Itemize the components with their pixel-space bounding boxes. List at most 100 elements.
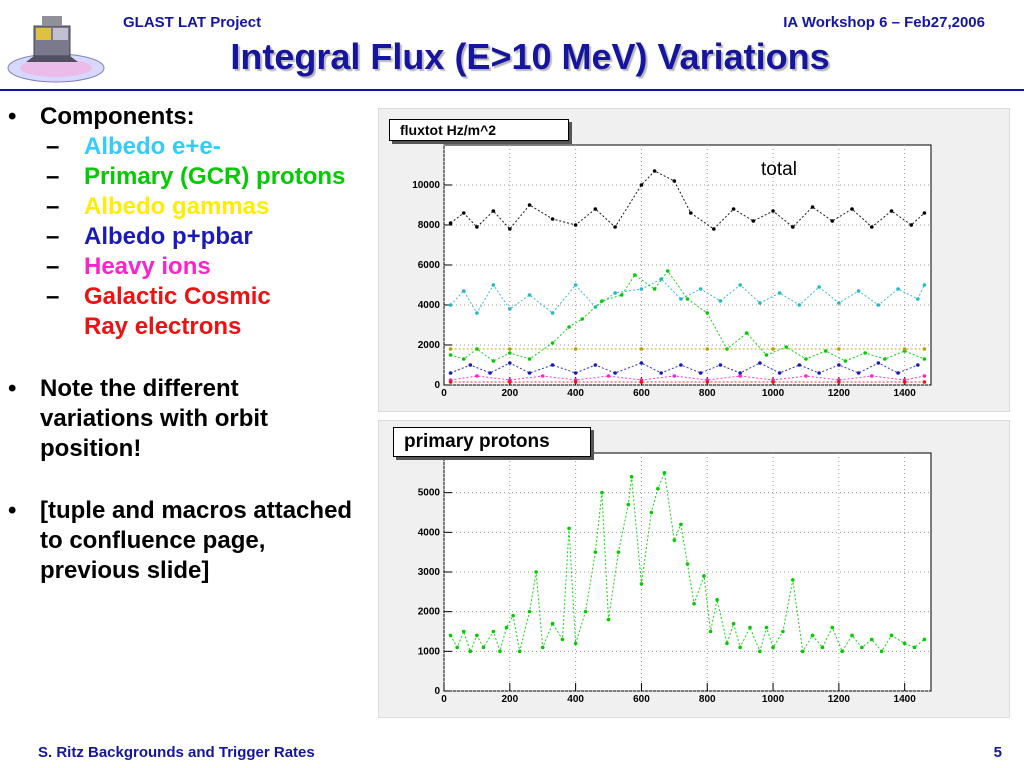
data-point	[889, 209, 894, 213]
data-point	[508, 307, 512, 311]
bullet-dot-icon: •	[8, 103, 17, 130]
data-point	[600, 490, 604, 495]
data-point	[912, 645, 917, 650]
data-point	[922, 283, 927, 287]
data-point	[679, 522, 683, 527]
data-point	[804, 374, 808, 378]
x-tick-label: 400	[567, 388, 584, 399]
data-point	[475, 347, 479, 351]
data-point	[448, 633, 453, 638]
data-point	[629, 475, 634, 479]
data-point	[896, 287, 900, 291]
data-point	[748, 625, 752, 630]
dash-icon: –	[46, 133, 60, 160]
data-point	[758, 649, 762, 654]
component-item: – Albedo gammas	[40, 192, 360, 222]
data-point	[784, 345, 789, 349]
data-point	[869, 374, 874, 378]
dash-icon: –	[46, 193, 60, 220]
data-point	[550, 217, 555, 221]
x-tick-label: 1400	[894, 388, 917, 399]
data-point	[639, 183, 644, 187]
data-point	[738, 645, 742, 650]
data-point	[771, 645, 775, 650]
data-point	[718, 363, 723, 367]
data-point	[613, 291, 617, 295]
data-point	[573, 223, 578, 227]
data-point	[527, 293, 532, 297]
data-point	[679, 363, 683, 367]
data-point	[817, 371, 821, 375]
data-point	[705, 380, 710, 384]
bullet-tuple: • [tuple and macros attached to confluen…	[0, 496, 360, 586]
y-tick-label: 4000	[418, 300, 441, 311]
data-point	[738, 371, 742, 375]
data-point	[606, 374, 611, 378]
dash-icon: –	[46, 163, 60, 190]
data-point	[909, 223, 914, 227]
x-tick-label: 1000	[762, 388, 785, 399]
data-point	[600, 299, 604, 303]
footer-author: S. Ritz Backgrounds and Trigger Rates	[38, 744, 315, 761]
data-point	[461, 629, 466, 634]
component-item: – Albedo p+pbar	[40, 222, 360, 252]
data-point	[698, 371, 703, 375]
x-tick-label: 1200	[828, 694, 851, 705]
data-point	[810, 205, 815, 209]
data-point	[777, 371, 782, 375]
data-point	[718, 299, 723, 303]
x-tick-label: 1200	[828, 388, 851, 399]
data-point	[652, 287, 657, 291]
data-point	[550, 363, 555, 367]
components-list: – Albedo e+e- – Primary (GCR) protons – …	[40, 132, 360, 342]
data-point	[876, 303, 881, 307]
x-tick-label: 1000	[762, 694, 785, 705]
data-point	[448, 221, 453, 225]
component-label: Albedo gammas	[84, 193, 270, 220]
components-label: Components:	[40, 103, 195, 130]
data-point	[659, 371, 663, 375]
data-point	[685, 297, 690, 301]
data-point	[508, 351, 512, 355]
data-point	[567, 526, 571, 531]
x-tick-label: 400	[567, 694, 584, 705]
data-point	[573, 380, 578, 384]
dash-icon: –	[46, 223, 60, 250]
data-point	[688, 211, 693, 215]
chart-total: 0 200 400 600 800 1000 1200 1400 0 2000 4000 6000 80…	[412, 144, 932, 399]
data-point	[715, 597, 719, 602]
chart-title: primary protons	[393, 427, 591, 457]
data-point	[879, 649, 884, 654]
data-point	[856, 289, 861, 293]
data-point	[550, 311, 555, 315]
x-tick-label: 0	[441, 694, 447, 705]
data-point	[731, 207, 736, 211]
header-project: GLAST LAT Project	[123, 14, 262, 31]
data-point	[672, 179, 677, 183]
data-point	[883, 357, 887, 361]
data-point	[758, 301, 762, 305]
series-line	[450, 278, 925, 314]
chart-protons: 0 200 400 600 800 1000 1200 1400 0 1000 2000 3000 40…	[418, 452, 932, 705]
component-label: Albedo e+e-	[84, 133, 221, 160]
note-text: Note the different variations with orbit…	[40, 375, 269, 462]
data-point	[475, 633, 479, 638]
data-point	[817, 285, 821, 289]
data-point	[448, 371, 453, 375]
chart-annotation: total	[761, 159, 797, 180]
data-point	[823, 349, 828, 353]
data-point	[639, 287, 644, 291]
data-point	[902, 380, 907, 384]
component-item: – Albedo e+e-	[40, 132, 360, 162]
data-point	[527, 203, 532, 207]
data-point	[475, 311, 479, 315]
data-point	[685, 562, 690, 566]
data-point	[613, 371, 617, 375]
data-point	[461, 357, 466, 361]
data-point	[916, 363, 920, 367]
data-point	[896, 371, 900, 375]
data-point	[560, 637, 565, 642]
data-point	[613, 225, 617, 229]
x-tick-label: 200	[501, 694, 518, 705]
data-point	[738, 374, 742, 378]
